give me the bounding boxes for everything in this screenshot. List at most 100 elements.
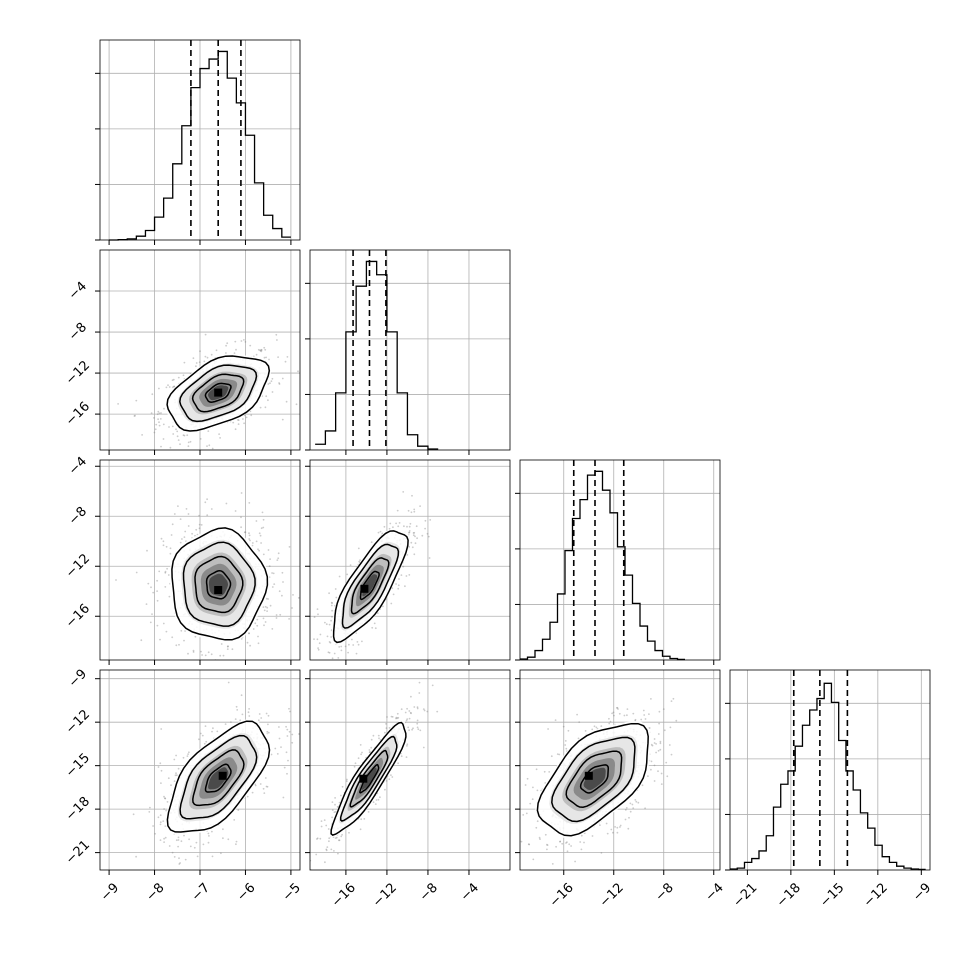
scatter-point — [385, 780, 388, 782]
scatter-point — [288, 730, 291, 733]
scatter-point — [370, 746, 373, 749]
scatter-point — [338, 575, 341, 578]
scatter-point — [568, 843, 571, 846]
scatter-point — [368, 749, 371, 751]
scatter-point — [256, 618, 259, 621]
scatter-point — [340, 649, 343, 652]
scatter-point — [288, 707, 290, 710]
scatter-point — [284, 360, 287, 363]
scatter-point — [330, 848, 333, 851]
scatter-point — [186, 434, 189, 437]
scatter-point — [546, 848, 548, 851]
scatter-point — [150, 412, 153, 414]
scatter-point — [670, 700, 673, 702]
scatter-point — [666, 775, 669, 778]
contour-1 — [350, 557, 390, 615]
scatter-point — [513, 840, 515, 842]
scatter-point — [659, 748, 662, 751]
scatter-point — [328, 837, 331, 840]
scatter-point — [192, 651, 195, 653]
scatter-point — [166, 567, 169, 570]
scatter-point — [375, 799, 378, 801]
scatter-point — [266, 606, 269, 609]
scatter-point — [180, 629, 183, 632]
scatter-point — [526, 777, 529, 780]
scatter-point — [267, 383, 270, 385]
scatter-point — [195, 365, 197, 368]
scatter-point — [159, 418, 162, 420]
scatter-point — [397, 525, 400, 528]
scatter-point — [278, 726, 280, 728]
scatter-point — [578, 721, 581, 723]
scatter-point — [162, 544, 165, 547]
scatter-point — [333, 652, 336, 655]
scatter-point — [340, 835, 343, 838]
scatter-point — [535, 826, 538, 829]
x-tick-label: −15 — [817, 880, 847, 910]
scatter-point — [413, 510, 416, 513]
scatter-point — [331, 609, 333, 612]
scatter-point — [657, 733, 660, 735]
scatter-point — [160, 537, 163, 540]
scatter-point — [252, 628, 255, 630]
scatter-point — [259, 783, 262, 785]
scatter-point — [160, 445, 162, 448]
scatter-point — [267, 723, 269, 726]
scatter-point — [187, 525, 190, 527]
scatter-point — [546, 844, 549, 846]
contour-0 — [204, 763, 232, 793]
scatter-point — [353, 765, 356, 768]
scatter-point — [406, 743, 409, 746]
scatter-point — [226, 648, 229, 650]
scatter-point — [260, 527, 263, 530]
scatter-point — [200, 524, 203, 526]
panel-content — [115, 492, 300, 660]
scatter-point — [386, 716, 388, 718]
scatter-point — [650, 743, 653, 746]
scatter-point — [257, 548, 259, 551]
panel-frame — [519, 459, 721, 661]
scatter-point — [422, 708, 425, 710]
scatter-point — [410, 541, 413, 544]
scatter-point — [579, 841, 582, 843]
panels-layer: −9 −8 −7 −6 −5 −16 −12 −8 −4 −16 −12 −8 −4 −21 −18 −15−… — [63, 39, 934, 910]
scatter-point — [246, 795, 249, 798]
scatter-point — [340, 645, 343, 648]
scatter-point — [168, 845, 171, 847]
scatter-point — [159, 821, 162, 824]
scatter-point — [141, 434, 144, 436]
scatter-point — [524, 784, 527, 786]
scatter-point — [257, 635, 259, 638]
scatter-point — [416, 537, 418, 540]
scatter-point — [554, 719, 557, 721]
scatter-point — [559, 840, 561, 843]
scatter-point — [195, 841, 198, 844]
scatter-point — [348, 831, 350, 834]
scatter-point — [409, 522, 412, 525]
panel-content — [513, 697, 678, 865]
scatter-point — [264, 605, 267, 608]
scatter-point — [225, 502, 228, 505]
scatter-point — [642, 709, 645, 712]
scatter-point — [395, 583, 397, 585]
scatter-point — [529, 802, 532, 805]
scatter-point — [222, 654, 225, 657]
scatter-point — [370, 738, 373, 741]
scatter-point — [175, 772, 177, 775]
scatter-point — [183, 361, 186, 364]
scatter-point — [268, 358, 270, 361]
scatter-point — [337, 657, 340, 659]
scatter-point — [412, 727, 414, 730]
scatter-point — [169, 547, 172, 550]
scatter-point — [392, 593, 395, 596]
x-tick-label: −16 — [547, 880, 577, 910]
scatter-point — [405, 575, 408, 577]
scatter-point — [360, 818, 363, 821]
scatter-point — [384, 788, 386, 791]
scatter-point — [198, 514, 201, 517]
scatter-point — [429, 519, 432, 521]
scatter-point — [624, 809, 627, 811]
scatter-point — [175, 839, 178, 842]
scatter-point — [265, 356, 267, 359]
scatter-point — [522, 814, 525, 816]
